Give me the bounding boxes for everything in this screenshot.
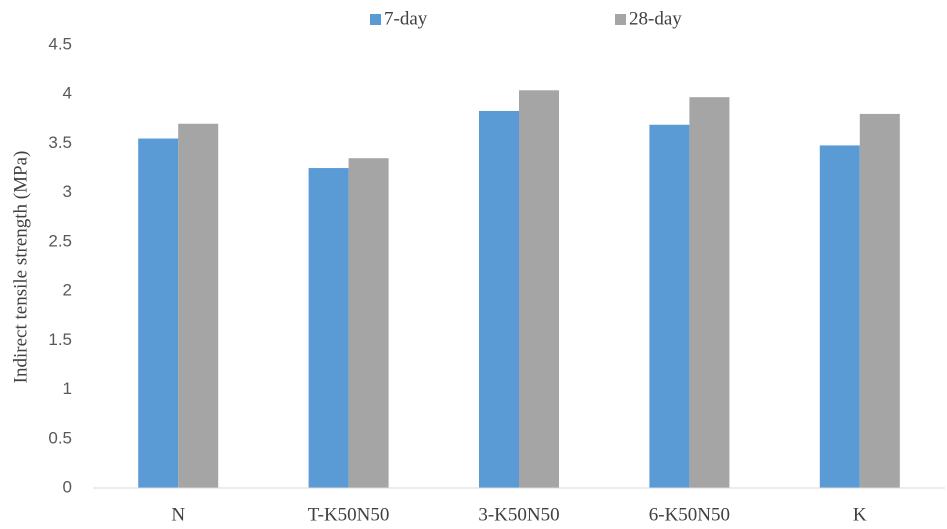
bar — [308, 168, 349, 489]
bar — [138, 138, 179, 488]
x-tick-label: 3-K50N50 — [478, 504, 559, 525]
y-tick-label: 3.5 — [48, 133, 72, 152]
bar — [689, 97, 730, 489]
x-tick-label: K — [853, 504, 867, 525]
y-tick-label: 4 — [63, 84, 72, 103]
legend-label: 28-day — [629, 8, 682, 29]
legend-swatch — [615, 14, 626, 25]
y-tick-label: 4.5 — [48, 34, 72, 53]
y-axis-label: Indirect tensile strength (MPa) — [10, 151, 31, 384]
bar — [348, 158, 389, 488]
y-tick-label: 0 — [63, 477, 72, 496]
legend-label: 7-day — [384, 8, 428, 29]
y-tick-label: 1.5 — [48, 330, 72, 349]
bar — [649, 124, 690, 489]
y-tick-label: 2.5 — [48, 231, 72, 250]
bar — [519, 90, 559, 488]
x-tick-label: 6-K50N50 — [649, 504, 730, 525]
bar — [479, 110, 519, 489]
legend-swatch — [370, 14, 381, 25]
y-tick-label: 3 — [63, 182, 72, 201]
y-tick-label: 2 — [63, 281, 72, 300]
y-tick-label: 0.5 — [48, 428, 72, 447]
bar — [819, 145, 860, 488]
y-tick-label: 1 — [63, 379, 72, 398]
x-tick-label: N — [171, 504, 185, 525]
x-tick-label: T-K50N50 — [308, 504, 390, 525]
bar — [178, 123, 219, 488]
bar — [859, 113, 900, 489]
